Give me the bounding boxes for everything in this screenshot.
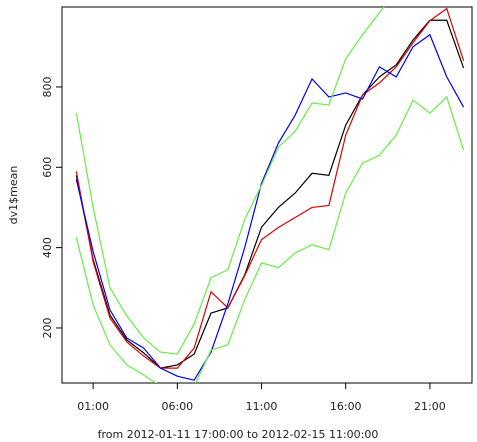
x-tick-label: 11:00 bbox=[246, 400, 278, 413]
series-line bbox=[75, 95, 465, 383]
plot-box bbox=[61, 6, 473, 384]
y-tick-label: 800 bbox=[41, 76, 54, 97]
y-tick-label: 200 bbox=[41, 317, 54, 338]
x-tick-label: 16:00 bbox=[330, 400, 362, 413]
series-line bbox=[75, 33, 465, 381]
series-line bbox=[75, 7, 465, 369]
x-tick-label: 21:00 bbox=[414, 400, 446, 413]
x-tick-label: 01:00 bbox=[77, 400, 109, 413]
y-tick-label: 600 bbox=[41, 157, 54, 178]
series-line bbox=[75, 7, 385, 355]
y-tick-label: 400 bbox=[41, 237, 54, 258]
x-axis-label: from 2012-01-11 17:00:00 to 2012-02-15 1… bbox=[98, 428, 379, 441]
series-line bbox=[75, 19, 465, 369]
y-axis-label: dv1$mean bbox=[7, 166, 20, 225]
plot-lines bbox=[75, 7, 465, 383]
x-tick-label: 06:00 bbox=[161, 400, 193, 413]
